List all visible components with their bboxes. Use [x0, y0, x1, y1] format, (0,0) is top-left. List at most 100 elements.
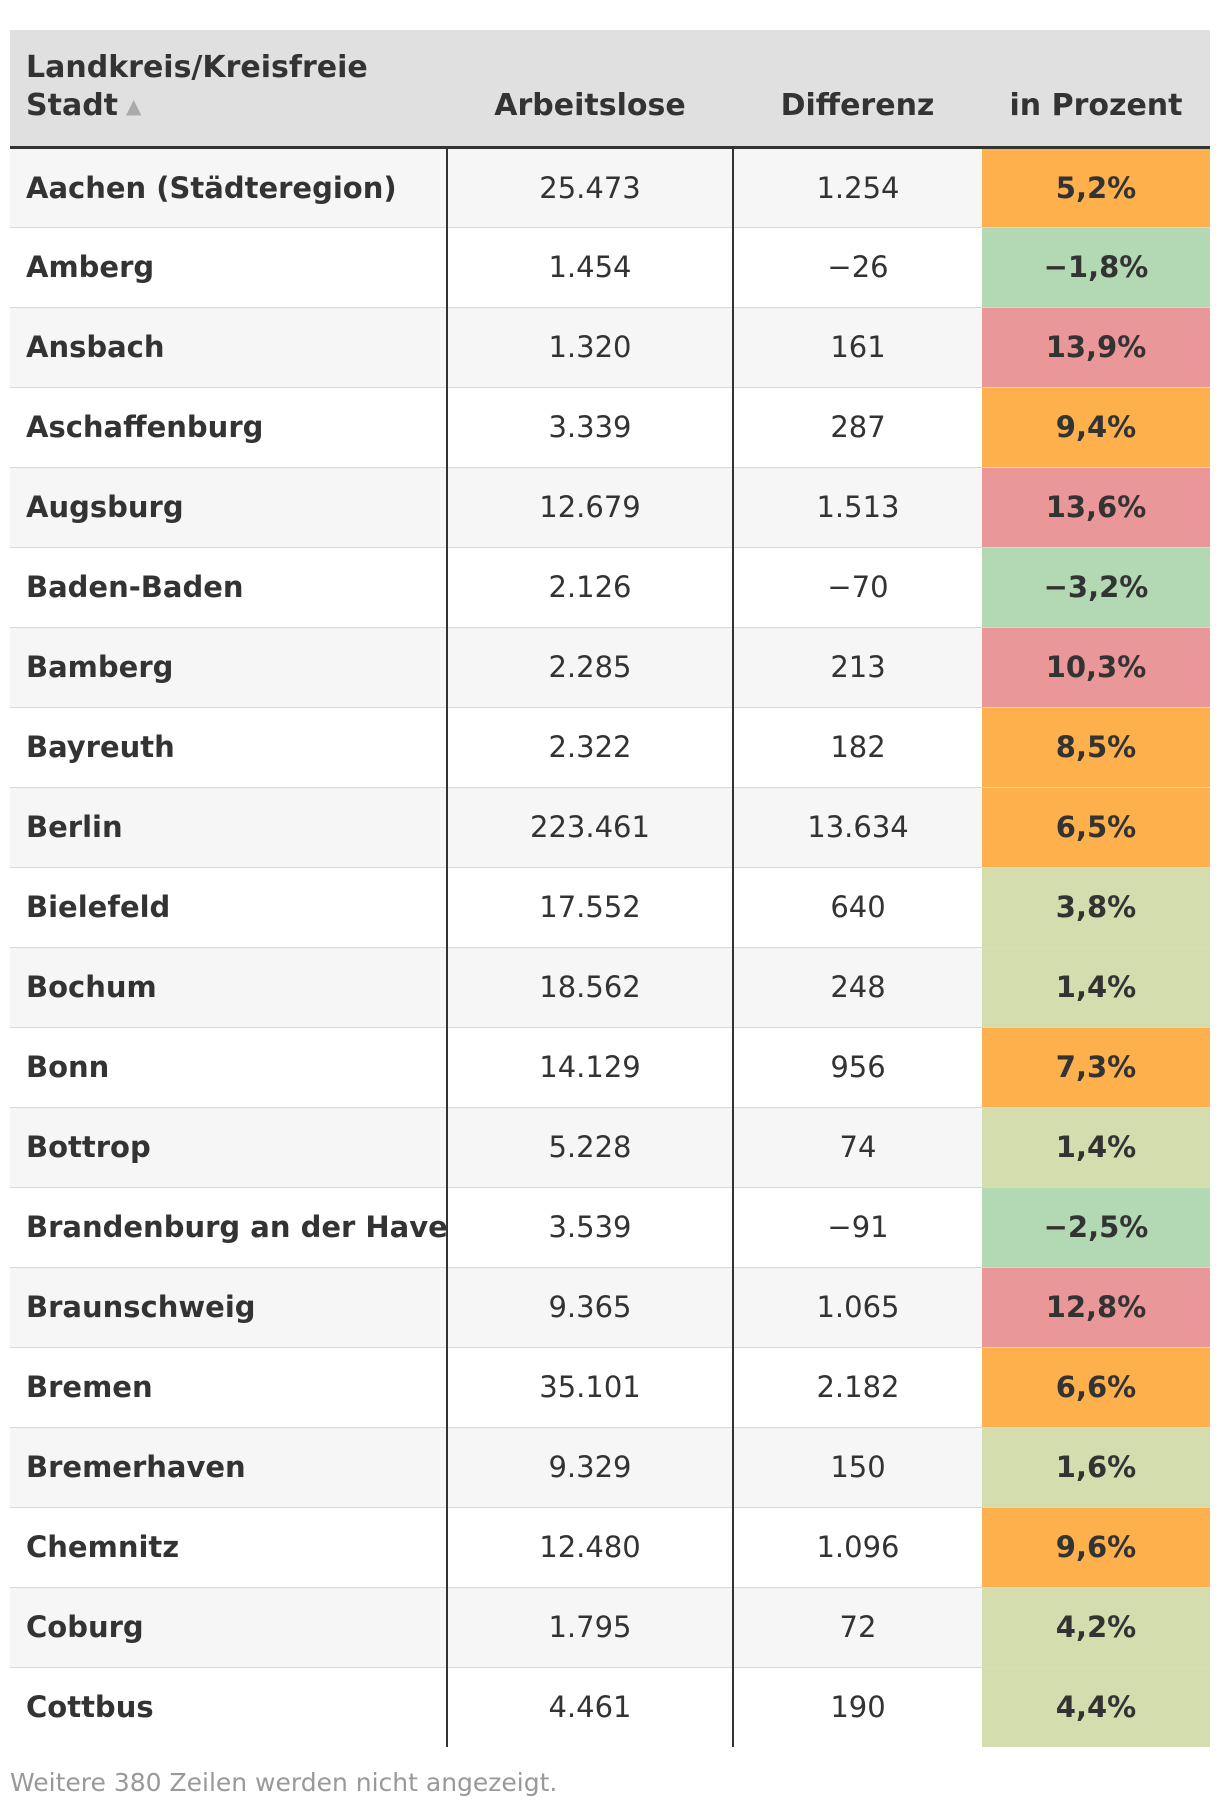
- table-row: Augsburg 12.679 1.513 13,6%: [10, 467, 1210, 547]
- cell-prozent: 6,5%: [982, 787, 1210, 867]
- column-header-name-line2: Stadt: [26, 87, 119, 123]
- cell-prozent: 7,3%: [982, 1027, 1210, 1107]
- cell-prozent: 9,6%: [982, 1507, 1210, 1587]
- cell-landkreis: Baden-Baden: [10, 547, 448, 627]
- cell-landkreis: Aschaffenburg: [10, 387, 448, 467]
- cell-landkreis: Bamberg: [10, 627, 448, 707]
- column-header-differenz[interactable]: Differenz: [733, 30, 982, 149]
- cell-landkreis: Berlin: [10, 787, 448, 867]
- cell-arbeitslose: 12.480: [447, 1507, 734, 1587]
- cell-landkreis: Cottbus: [10, 1667, 448, 1747]
- cell-prozent: 13,6%: [982, 467, 1210, 547]
- unemployment-table: Landkreis/Kreisfreie Stadt ▲ Arbeitslose …: [10, 30, 1210, 1747]
- cell-arbeitslose: 1.454: [447, 227, 734, 307]
- cell-prozent: 1,4%: [982, 1107, 1210, 1187]
- cell-arbeitslose: 1.320: [447, 307, 734, 387]
- sort-ascending-icon[interactable]: ▲: [126, 93, 142, 118]
- cell-landkreis: Bayreuth: [10, 707, 448, 787]
- cell-prozent: 9,4%: [982, 387, 1210, 467]
- table-row: Aachen (Städteregion) 25.473 1.254 5,2%: [10, 147, 1210, 227]
- cell-differenz: 213: [830, 650, 886, 684]
- cell-landkreis: Bottrop: [10, 1107, 448, 1187]
- cell-arbeitslose: 1.795: [447, 1587, 734, 1667]
- table-row: Berlin 223.461 13.634 6,5%: [10, 787, 1210, 867]
- table-row: Braunschweig 9.365 1.065 12,8%: [10, 1267, 1210, 1347]
- cell-differenz: 956: [830, 1050, 886, 1084]
- cell-differenz: 72: [839, 1610, 877, 1644]
- cell-arbeitslose: 4.461: [447, 1667, 734, 1747]
- cell-landkreis: Braunschweig: [10, 1267, 448, 1347]
- cell-prozent: 1,4%: [982, 947, 1210, 1027]
- cell-arbeitslose: 3.539: [447, 1187, 734, 1267]
- cell-landkreis: Brandenburg an der Havel: [10, 1187, 448, 1267]
- cell-differenz: 190: [830, 1690, 886, 1725]
- cell-landkreis: Bielefeld: [10, 867, 448, 947]
- column-header-name-line1: Landkreis/Kreisfreie: [26, 49, 368, 85]
- table-row: Bochum 18.562 248 1,4%: [10, 947, 1210, 1027]
- cell-prozent: 8,5%: [982, 707, 1210, 787]
- cell-differenz: 248: [830, 970, 886, 1004]
- table-row: Bottrop 5.228 74 1,4%: [10, 1107, 1210, 1187]
- cell-prozent: −1,8%: [982, 227, 1210, 307]
- cell-differenz: 1.096: [816, 1530, 900, 1564]
- cell-differenz: 13.634: [807, 810, 909, 844]
- cell-landkreis: Bremerhaven: [10, 1427, 448, 1507]
- cell-landkreis: Augsburg: [10, 467, 448, 547]
- cell-differenz: −91: [827, 1210, 889, 1244]
- table-header: Landkreis/Kreisfreie Stadt ▲ Arbeitslose …: [10, 30, 1210, 149]
- hidden-rows-note: Weitere 380 Zeilen werden nicht angezeig…: [10, 1768, 558, 1797]
- cell-landkreis: Bochum: [10, 947, 448, 1027]
- table-body: Aachen (Städteregion) 25.473 1.254 5,2% Ambe…: [10, 147, 1210, 1747]
- cell-arbeitslose: 9.329: [447, 1427, 734, 1507]
- cell-landkreis: Ansbach: [10, 307, 448, 387]
- cell-prozent: −3,2%: [982, 547, 1210, 627]
- cell-differenz: −26: [827, 250, 889, 284]
- cell-arbeitslose: 223.461: [447, 787, 734, 867]
- cell-arbeitslose: 25.473: [447, 147, 734, 227]
- table-row: Baden-Baden 2.126 −70 −3,2%: [10, 547, 1210, 627]
- cell-arbeitslose: 2.285: [447, 627, 734, 707]
- cell-differenz: 74: [839, 1130, 877, 1164]
- cell-prozent: 4,4%: [982, 1667, 1210, 1747]
- cell-arbeitslose: 18.562: [447, 947, 734, 1027]
- cell-prozent: 6,6%: [982, 1347, 1210, 1427]
- cell-arbeitslose: 17.552: [447, 867, 734, 947]
- cell-prozent: 4,2%: [982, 1587, 1210, 1667]
- cell-differenz: 1.254: [816, 170, 900, 205]
- cell-differenz: 182: [830, 730, 886, 764]
- cell-differenz: 1.513: [816, 490, 900, 524]
- table-row: Bonn 14.129 956 7,3%: [10, 1027, 1210, 1107]
- column-header-prozent[interactable]: in Prozent: [982, 30, 1210, 149]
- cell-differenz: 150: [830, 1450, 886, 1484]
- table-row: Bremerhaven 9.329 150 1,6%: [10, 1427, 1210, 1507]
- table-row: Cottbus 4.461 190 4,4%: [10, 1667, 1210, 1747]
- table-row: Coburg 1.795 72 4,2%: [10, 1587, 1210, 1667]
- cell-arbeitslose: 12.679: [447, 467, 734, 547]
- header-row: Landkreis/Kreisfreie Stadt ▲ Arbeitslose …: [10, 30, 1210, 149]
- cell-differenz: 2.182: [816, 1370, 900, 1404]
- table-row: Chemnitz 12.480 1.096 9,6%: [10, 1507, 1210, 1587]
- cell-arbeitslose: 3.339: [447, 387, 734, 467]
- column-header-name[interactable]: Landkreis/Kreisfreie Stadt ▲: [10, 30, 447, 149]
- cell-arbeitslose: 2.322: [447, 707, 734, 787]
- column-header-arbeitslose[interactable]: Arbeitslose: [447, 30, 733, 149]
- data-table-container: Landkreis/Kreisfreie Stadt ▲ Arbeitslose …: [10, 30, 1210, 1747]
- cell-arbeitslose: 9.365: [447, 1267, 734, 1347]
- cell-prozent: −2,5%: [982, 1187, 1210, 1267]
- cell-prozent: 13,9%: [982, 307, 1210, 387]
- table-row: Amberg 1.454 −26 −1,8%: [10, 227, 1210, 307]
- table-row: Bamberg 2.285 213 10,3%: [10, 627, 1210, 707]
- cell-differenz: 161: [830, 330, 886, 364]
- cell-prozent: 5,2%: [982, 147, 1210, 227]
- cell-landkreis: Bremen: [10, 1347, 448, 1427]
- table-row: Bremen 35.101 2.182 6,6%: [10, 1347, 1210, 1427]
- cell-arbeitslose: 2.126: [447, 547, 734, 627]
- table-row: Ansbach 1.320 161 13,9%: [10, 307, 1210, 387]
- cell-differenz: 287: [830, 410, 886, 444]
- cell-differenz: 640: [830, 890, 886, 924]
- cell-landkreis: Coburg: [10, 1587, 448, 1667]
- cell-landkreis: Amberg: [10, 227, 448, 307]
- cell-arbeitslose: 5.228: [447, 1107, 734, 1187]
- cell-prozent: 12,8%: [982, 1267, 1210, 1347]
- cell-arbeitslose: 35.101: [447, 1347, 734, 1427]
